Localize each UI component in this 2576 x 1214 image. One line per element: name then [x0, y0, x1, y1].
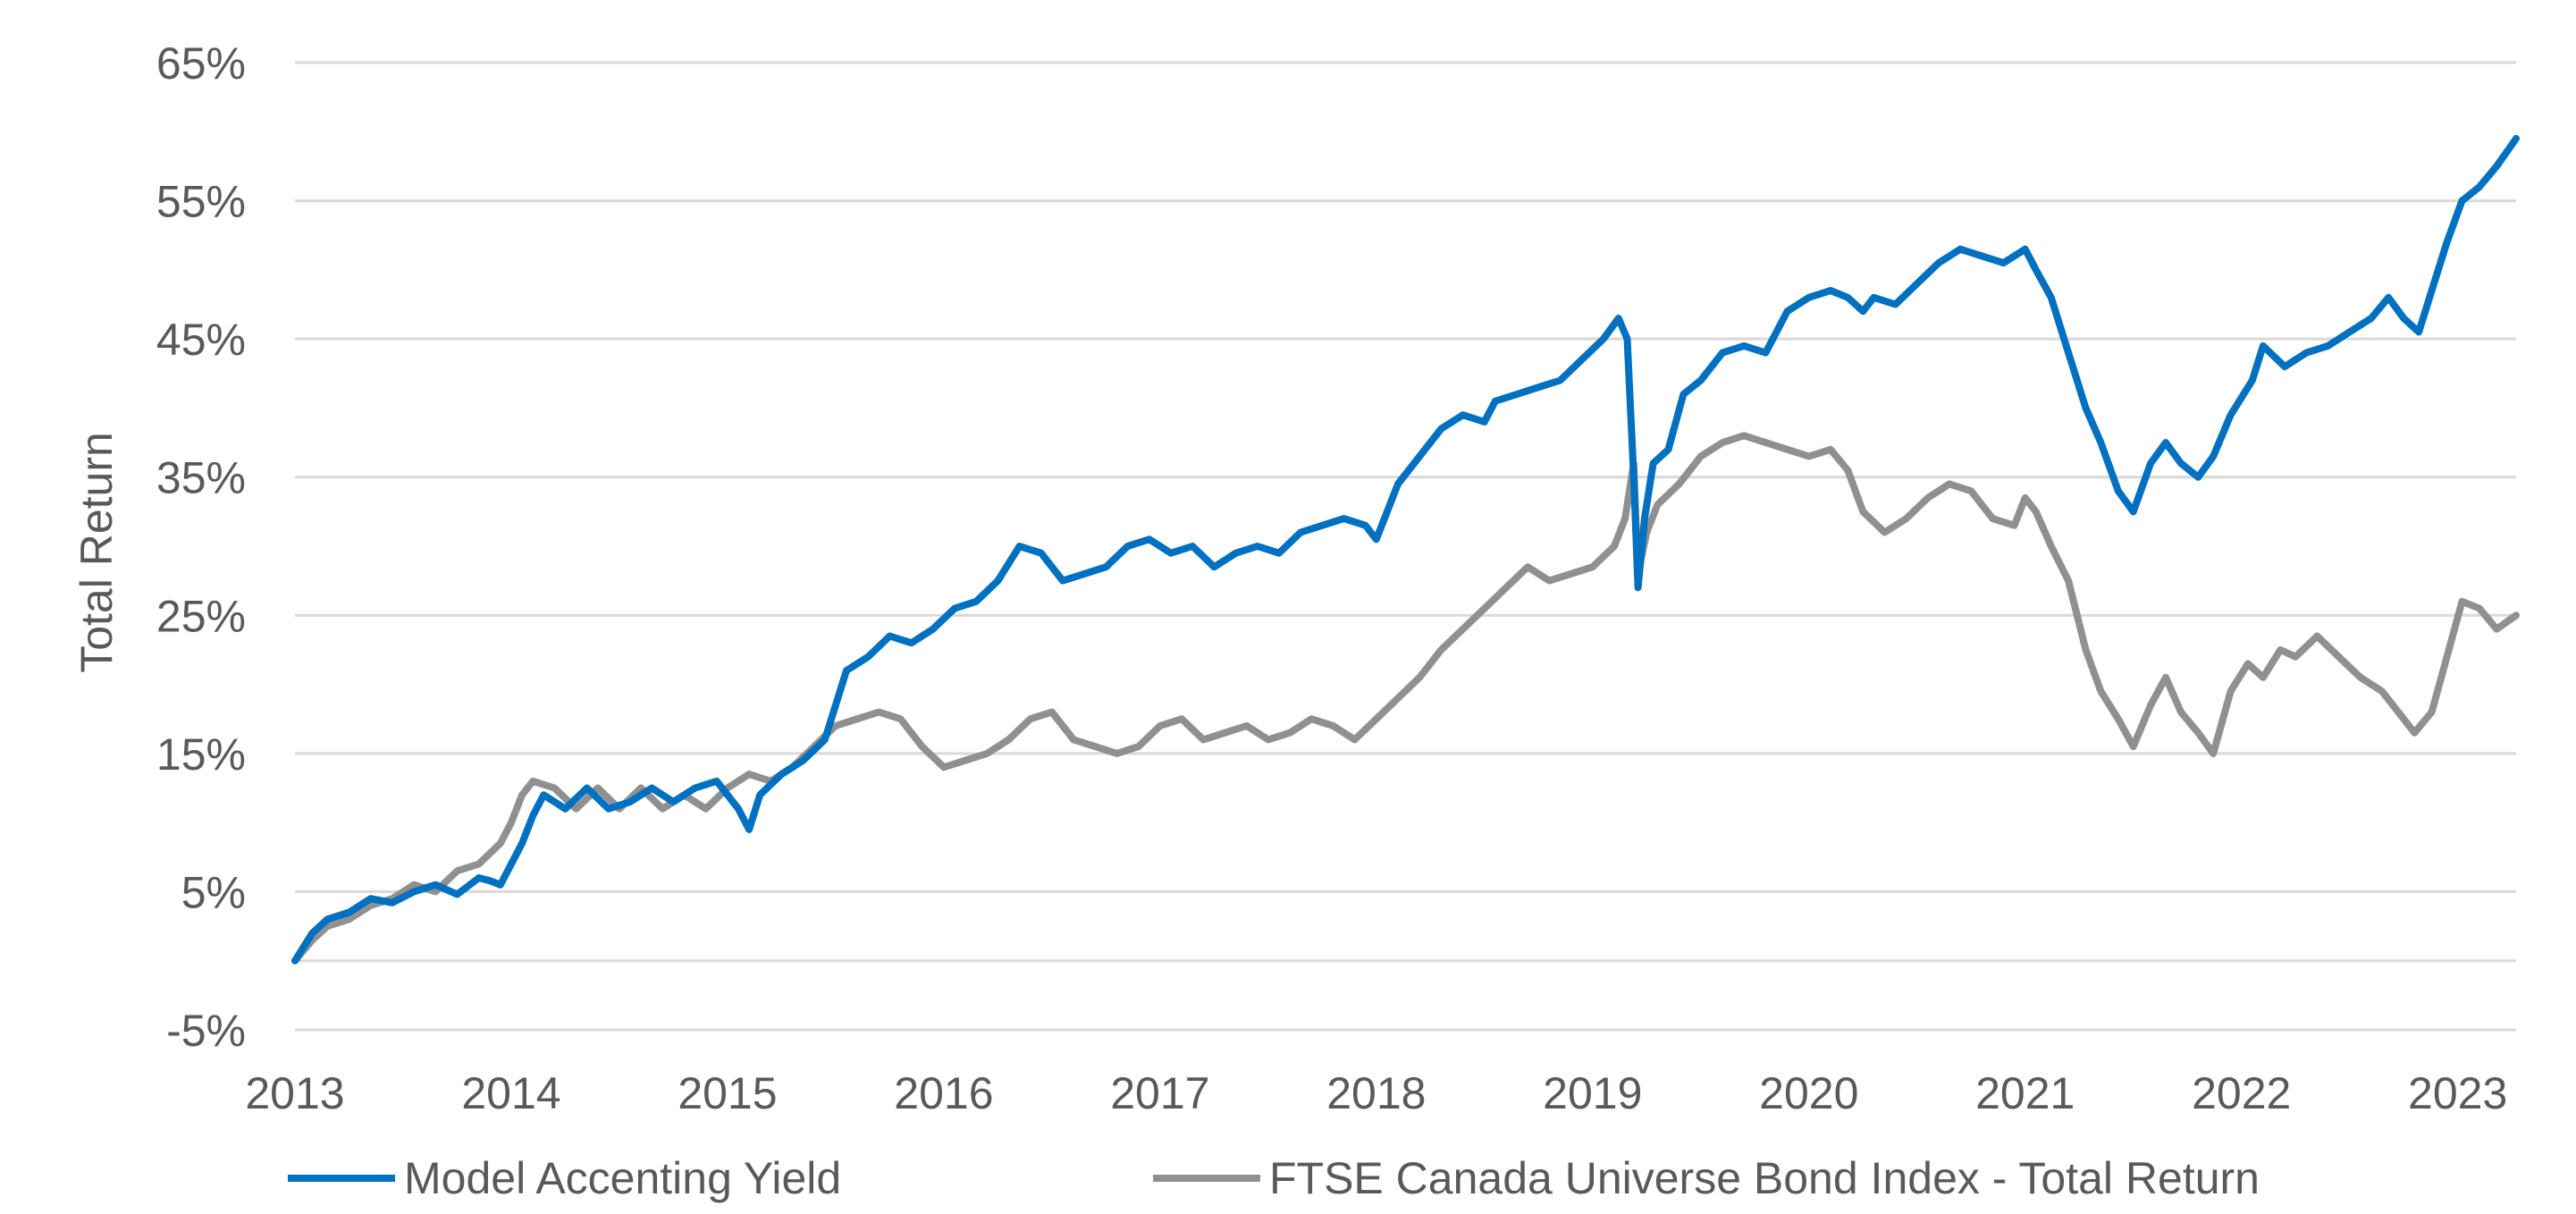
x-tick-label: 2019 — [1543, 1068, 1642, 1118]
y-tick-label: 15% — [156, 729, 246, 780]
x-tick-label: 2013 — [245, 1068, 344, 1118]
y-tick-label: 55% — [156, 177, 246, 227]
y-axis-title: Total Return — [72, 432, 122, 673]
x-axis-ticks: 2013 2014 2015 2016 2017 2018 2019 2020 2021 2022… — [245, 1068, 2507, 1118]
x-tick-label: 2020 — [1759, 1068, 1858, 1118]
y-tick-label: 35% — [156, 453, 246, 503]
x-tick-label: 2017 — [1110, 1068, 1209, 1118]
legend-label-ftse-canada-universe-bond-index: FTSE Canada Universe Bond Index - Total … — [1269, 1153, 2260, 1203]
gridlines — [295, 61, 2516, 1032]
y-tick-label: 5% — [181, 867, 246, 917]
x-tick-label: 2015 — [678, 1068, 777, 1118]
x-tick-label: 2016 — [894, 1068, 993, 1118]
legend: Model Accenting Yield FTSE Canada Univer… — [288, 1153, 2260, 1203]
x-tick-label: 2021 — [1975, 1068, 2075, 1118]
y-tick-label: 45% — [156, 315, 246, 365]
series-line-model-accenting-yield — [291, 135, 2520, 965]
y-tick-label: 25% — [156, 591, 246, 641]
y-axis-ticks: 65% 55% 45% 35% 25% 15% 5% -5% — [156, 38, 246, 1056]
series-lines — [291, 135, 2520, 965]
x-tick-label: 2014 — [461, 1068, 560, 1118]
x-tick-label: 2023 — [2408, 1068, 2507, 1118]
x-tick-label: 2022 — [2192, 1068, 2291, 1118]
y-tick-label: -5% — [166, 1006, 246, 1056]
series-line-ftse-canada-universe-bond-index-total-return — [291, 432, 2520, 965]
x-tick-label: 2018 — [1326, 1068, 1426, 1118]
legend-label-model-accenting-yield: Model Accenting Yield — [404, 1153, 841, 1203]
y-tick-label: 65% — [156, 38, 246, 89]
